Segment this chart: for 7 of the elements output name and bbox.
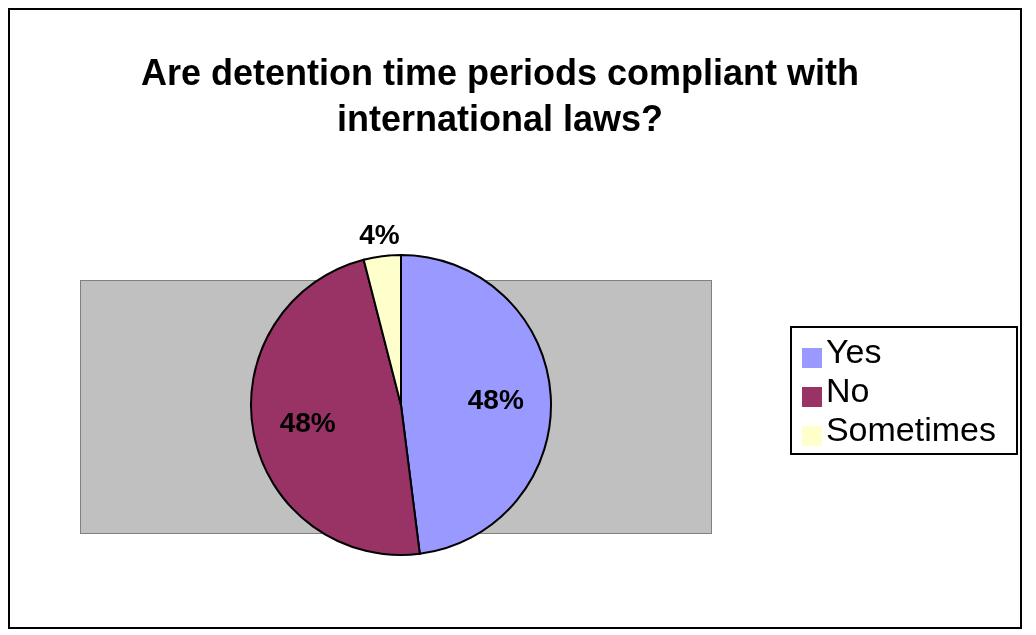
legend-label: Sometimes [825,409,996,448]
data-label: 48% [467,383,524,415]
legend-label: Yes [825,331,882,370]
legend-label: No [825,370,870,409]
data-label: 48% [279,407,336,439]
data-label: 4% [359,218,400,250]
chart-title: Are detention time periods compliant with international laws? [139,51,861,141]
